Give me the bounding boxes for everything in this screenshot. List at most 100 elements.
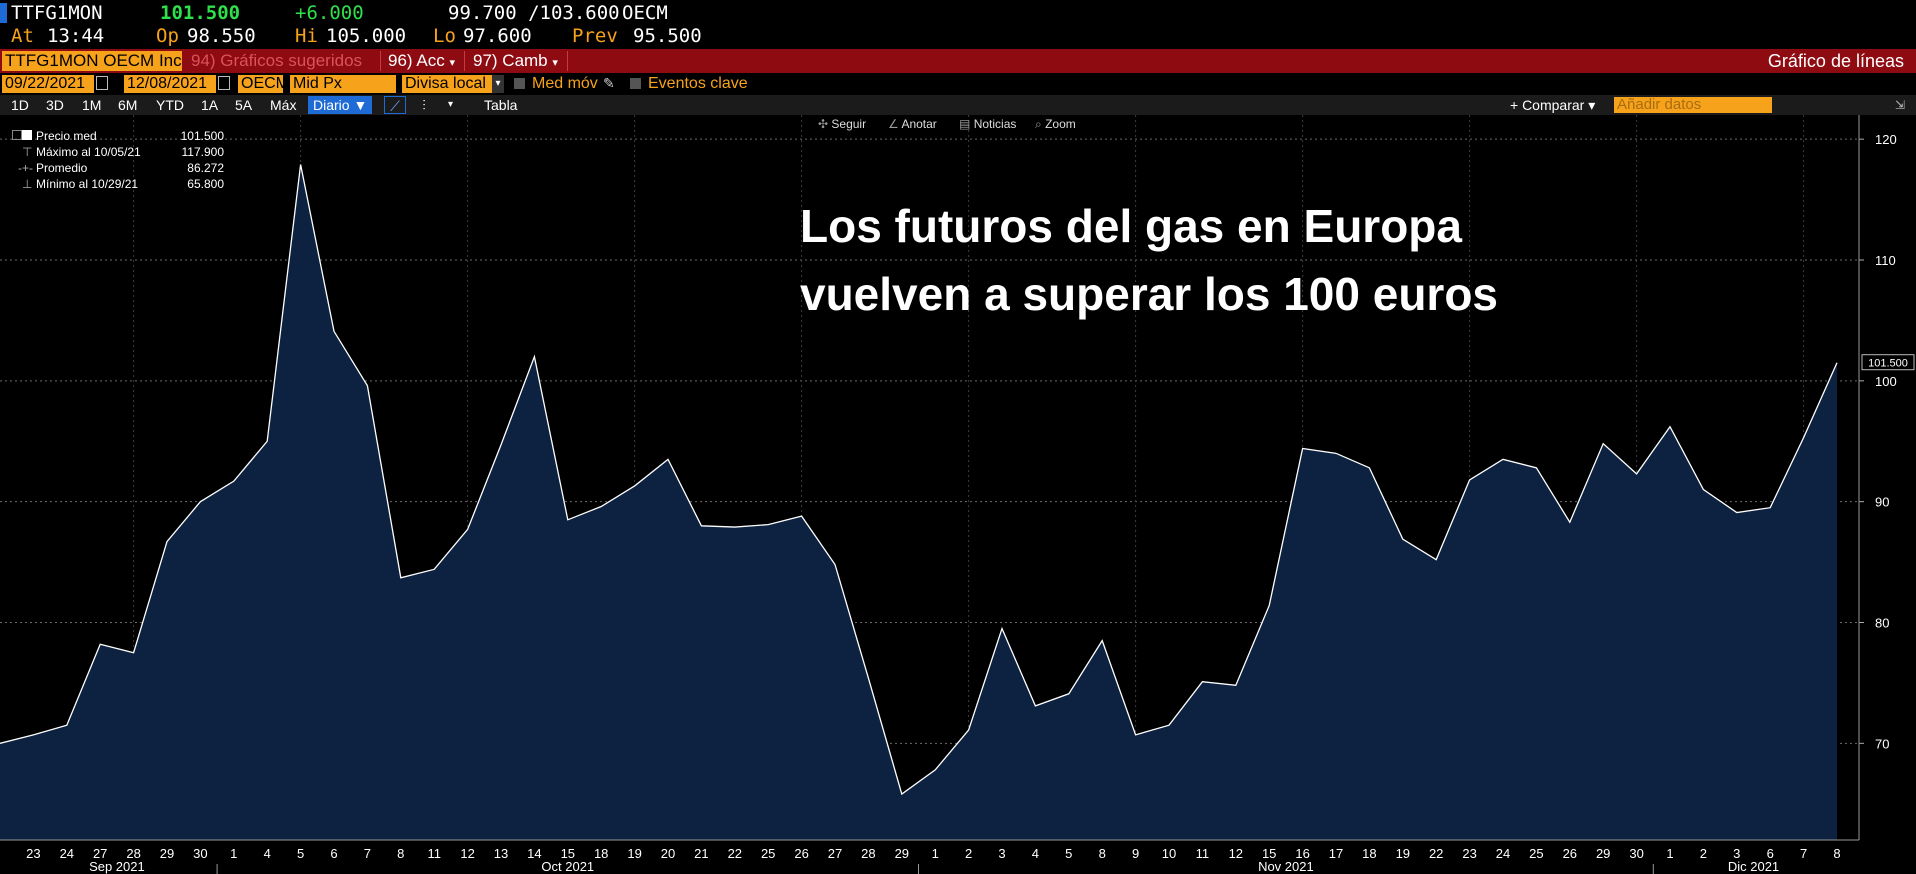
bid-ask: 99.700 /103.600 — [448, 2, 620, 24]
period-max[interactable]: Máx — [270, 97, 297, 113]
legend-value: 65.800 — [187, 177, 224, 191]
ticker-label[interactable]: TTFG1MON — [11, 2, 103, 24]
x-tick-label: 29 — [895, 846, 909, 861]
price-field-select[interactable]: Mid Px — [290, 75, 396, 93]
chart-type-label: Gráfico de líneas — [1767, 51, 1904, 71]
month-label: Nov 2021 — [1258, 859, 1314, 874]
toolbar-divider — [464, 51, 465, 71]
price-area — [0, 164, 1837, 840]
bar-style-icon[interactable]: ⫶ — [422, 97, 426, 113]
x-tick-label: 12 — [460, 846, 474, 861]
x-tick-label: 29 — [160, 846, 174, 861]
x-tick-label: 25 — [1529, 846, 1543, 861]
period-1m[interactable]: 1M — [82, 97, 102, 113]
suggested-charts-menu[interactable]: 94) Gráficos sugeridos — [191, 51, 363, 70]
price-source: OECM — [622, 2, 668, 24]
high-value: 105.000 — [326, 25, 407, 47]
legend-label: Máximo al 10/05/21 — [36, 145, 141, 159]
x-tick-label: 2 — [1700, 846, 1707, 861]
pencil-icon[interactable]: ✎ — [603, 75, 615, 91]
news-tool[interactable]: ▤ Noticias — [959, 117, 1016, 131]
follow-tool[interactable]: ✣ Seguir — [818, 117, 866, 131]
x-tick-label: 27 — [93, 846, 107, 861]
legend-label: Promedio — [36, 161, 88, 175]
x-tick-label: 19 — [1396, 846, 1410, 861]
x-tick-label: 14 — [527, 846, 541, 861]
start-date-field[interactable]: 09/22/2021 — [2, 75, 94, 93]
month-label: Sep 2021 — [89, 859, 145, 874]
y-tick-label: 80 — [1875, 616, 1889, 631]
annotate-tool[interactable]: ∠ Anotar — [888, 117, 937, 131]
x-tick-label: 9 — [1132, 846, 1139, 861]
x-tick-label: 4 — [264, 846, 271, 861]
open-label: Op — [156, 25, 179, 47]
legend-value: 101.500 — [180, 129, 224, 143]
x-tick-label: 30 — [193, 846, 207, 861]
x-tick-label: 24 — [60, 846, 74, 861]
x-tick-label: 11 — [427, 846, 441, 861]
last-price: 101.500 — [160, 2, 241, 24]
calendar-icon[interactable] — [96, 76, 108, 90]
legend-color-swatch — [22, 130, 32, 140]
x-tick-label: 20 — [661, 846, 675, 861]
zoom-tool[interactable]: ⌕ Zoom — [1035, 117, 1076, 132]
x-tick-label: 2 — [965, 846, 972, 861]
at-label: At — [11, 25, 34, 47]
table-button[interactable]: Tabla — [484, 97, 518, 113]
x-tick-label: 12 — [1229, 846, 1243, 861]
x-tick-label: 8 — [1833, 846, 1840, 861]
y-tick-label: 70 — [1875, 736, 1889, 751]
edit-menu[interactable]: 97) Camb ▾ — [473, 51, 558, 71]
open-value: 98.550 — [187, 25, 256, 47]
x-tick-label: 1 — [932, 846, 939, 861]
low-label: Lo — [433, 25, 456, 47]
period-ytd[interactable]: YTD — [156, 97, 184, 113]
news-label: Noticias — [973, 117, 1017, 131]
key-events-checkbox[interactable] — [630, 78, 641, 89]
edit-menu-label: 97) Camb — [473, 51, 548, 70]
compare-button[interactable]: + Comparar ▾ — [1510, 97, 1596, 113]
end-date-field[interactable]: 12/08/2021 — [124, 75, 216, 93]
more-options-icon[interactable]: ⇲ — [1895, 98, 1906, 112]
period-3d[interactable]: 3D — [46, 97, 64, 113]
period-1a[interactable]: 1A — [201, 97, 219, 113]
legend-label: Mínimo al 10/29/21 — [36, 177, 139, 191]
x-tick-label: 8 — [1099, 846, 1106, 861]
x-tick-label: 11 — [1196, 846, 1210, 861]
security-tab[interactable]: TTFG1MON OECM Inc — [2, 51, 182, 71]
period-6m[interactable]: 6M — [118, 97, 138, 113]
line-chart-icon[interactable]: ⟋ — [384, 96, 406, 114]
follow-label: Seguir — [831, 117, 867, 131]
x-tick-label: 5 — [1065, 846, 1072, 861]
chevron-down-icon[interactable]: ▾ — [448, 99, 454, 110]
frequency-select[interactable]: Diario ▼ — [308, 96, 373, 114]
toolbar-divider — [380, 51, 381, 71]
actions-menu[interactable]: 96) Acc ▾ — [388, 51, 455, 71]
add-data-input[interactable]: Añadir datos — [1614, 97, 1772, 113]
toolbar-divider — [567, 51, 568, 71]
currency-select[interactable]: Divisa local — [402, 75, 494, 93]
price-line[interactable] — [0, 164, 1838, 796]
chevron-down-icon[interactable]: ▾ — [492, 75, 504, 93]
net-change: +6.000 — [295, 2, 364, 24]
period-5a[interactable]: 5A — [235, 97, 253, 113]
headline-line: Los futuros del gas en Europa — [800, 200, 1462, 252]
y-tick-label: 110 — [1875, 253, 1896, 268]
x-tick-label: 22 — [1429, 846, 1443, 861]
x-tick-label: 21 — [694, 846, 708, 861]
source-field[interactable]: OECM — [238, 75, 289, 93]
headline-overlay: Los futuros del gas en Europa vuelven a … — [800, 192, 1700, 328]
settings-row: 09/22/2021 12/08/2021 OECM Mid Px Divisa… — [0, 73, 1916, 95]
x-tick-label: 18 — [1362, 846, 1376, 861]
pencil-icon: ∠ — [888, 117, 899, 131]
moving-average-checkbox[interactable] — [514, 78, 525, 89]
x-tick-label: 8 — [397, 846, 404, 861]
annotate-label: Anotar — [901, 117, 937, 131]
period-1d[interactable]: 1D — [11, 97, 29, 113]
zoom-label: Zoom — [1045, 117, 1076, 131]
x-tick-label: 16 — [1295, 846, 1309, 861]
x-tick-label: 6 — [1767, 846, 1774, 861]
x-tick-label: 3 — [998, 846, 1005, 861]
calendar-icon[interactable] — [218, 76, 230, 90]
